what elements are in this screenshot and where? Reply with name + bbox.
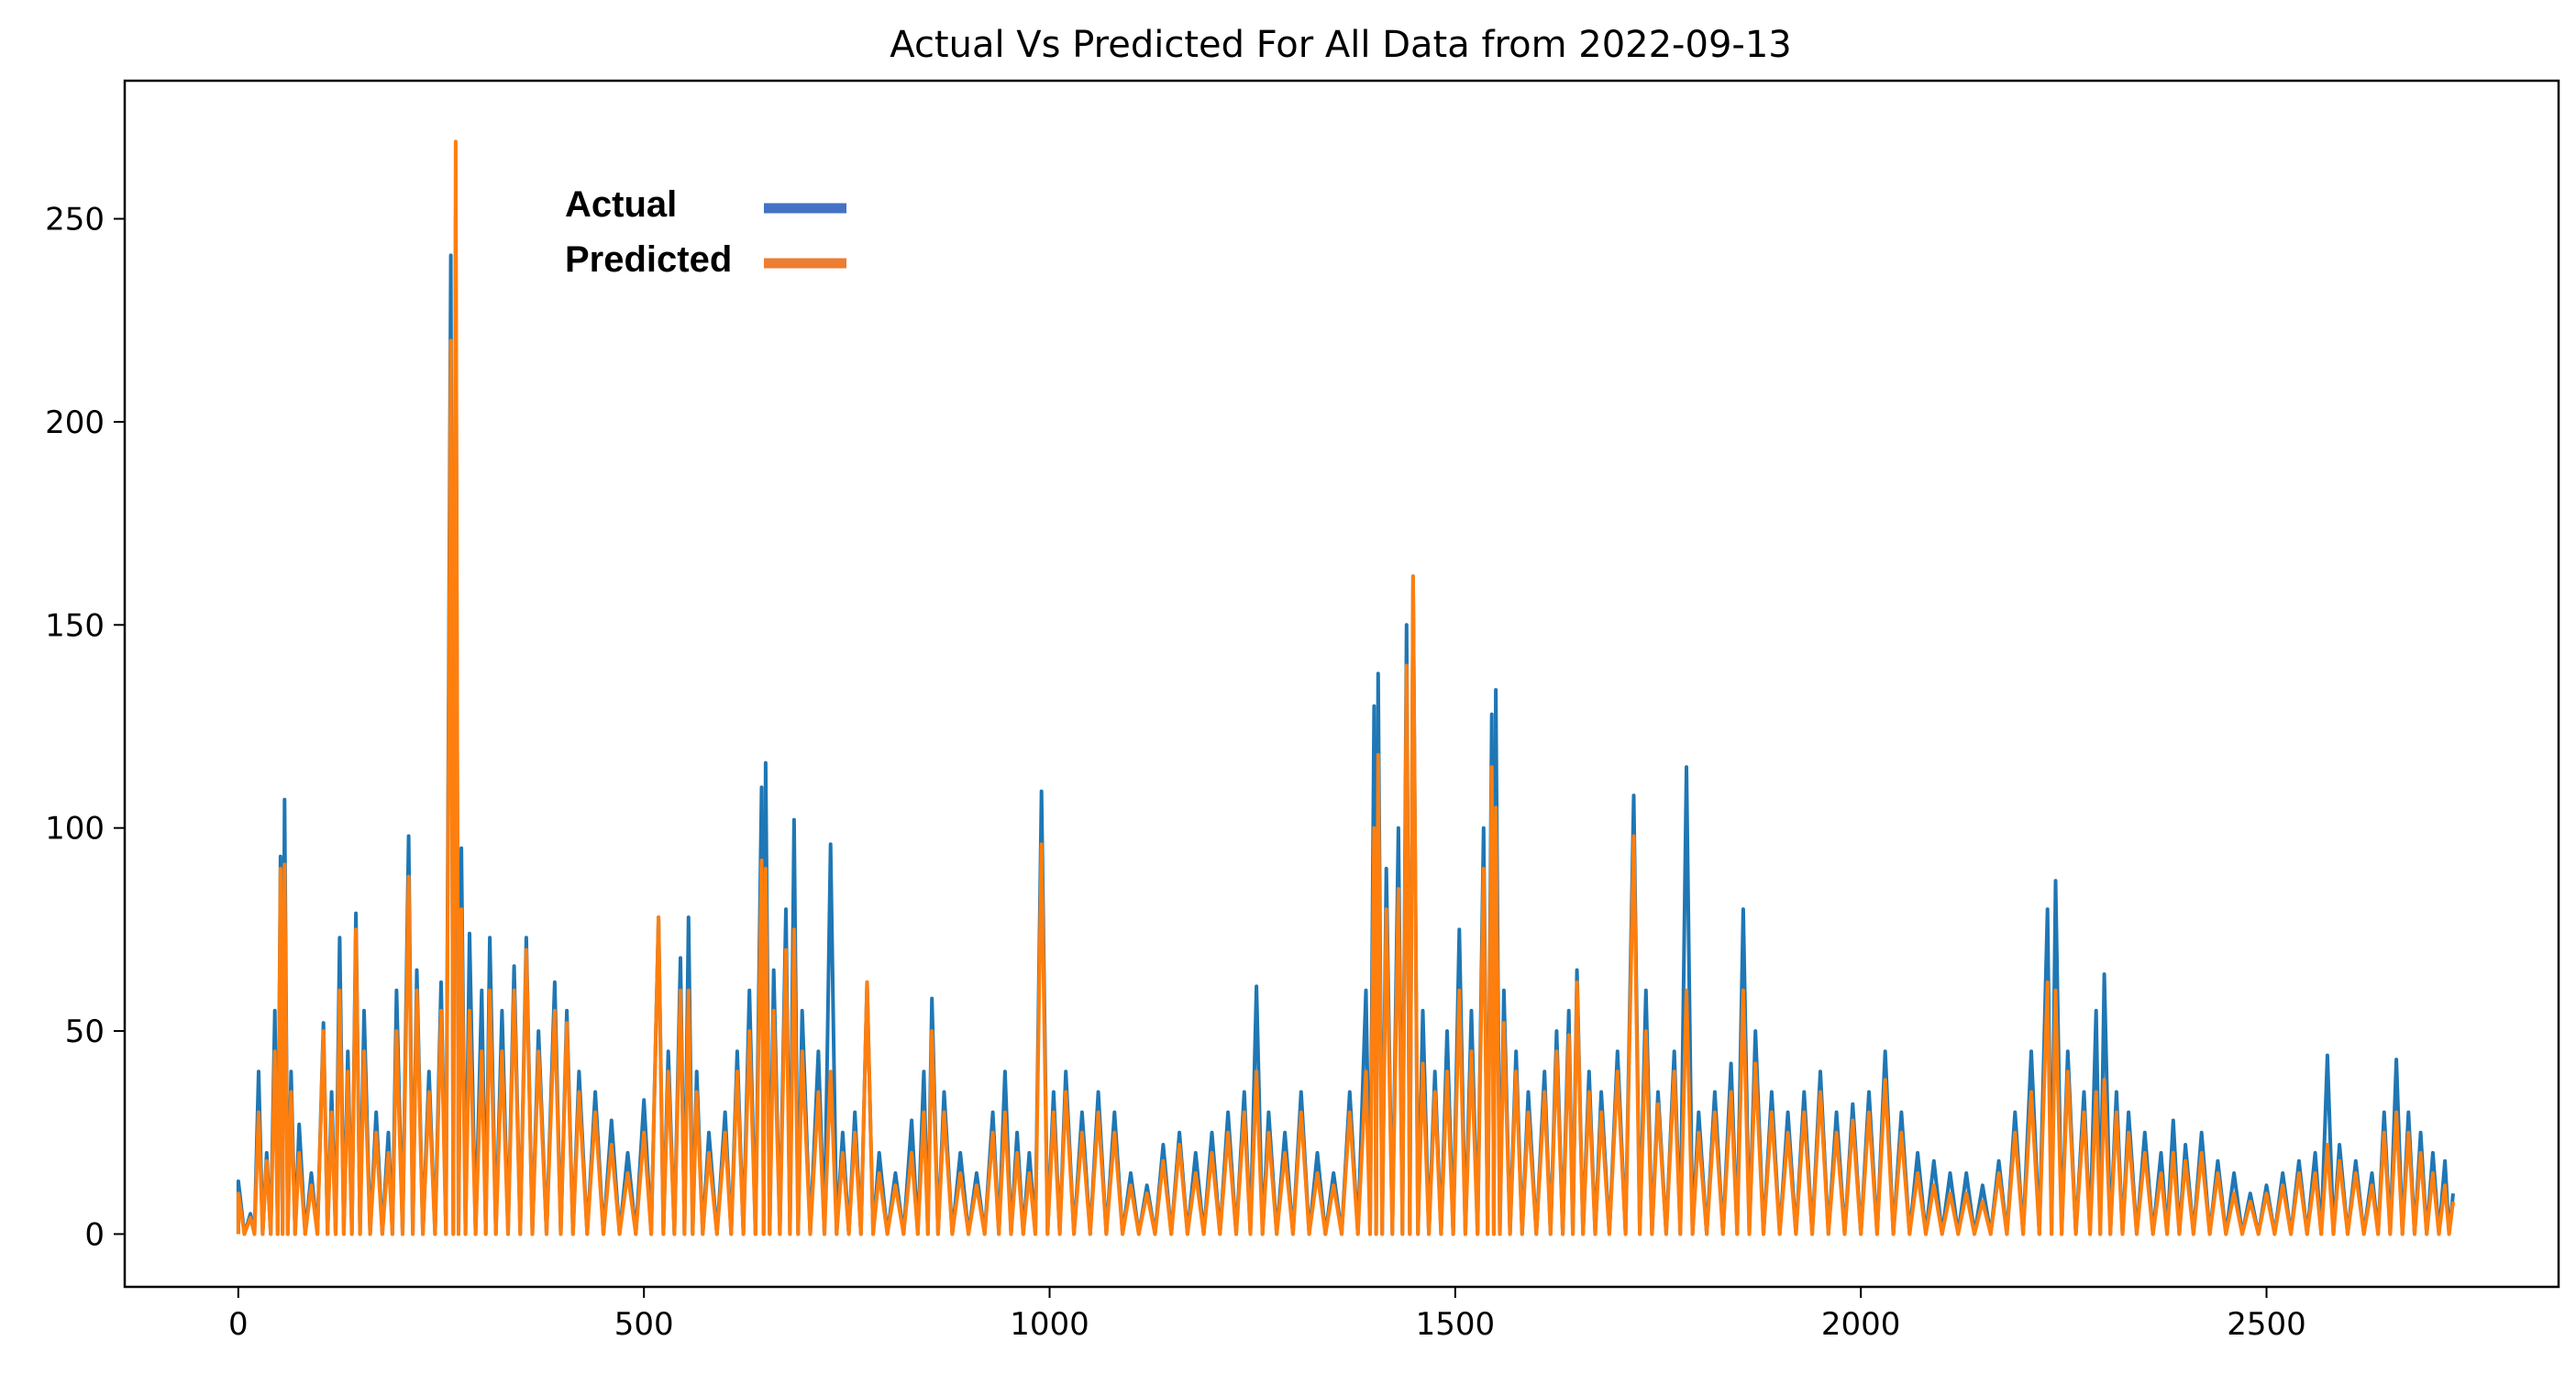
y-tick-label: 250 bbox=[45, 202, 105, 238]
x-tick-label: 2500 bbox=[2227, 1306, 2306, 1343]
y-tick-label: 50 bbox=[65, 1014, 105, 1050]
y-tick-label: 0 bbox=[84, 1216, 105, 1253]
x-tick-label: 500 bbox=[614, 1306, 674, 1343]
legend-label-predicted: Predicted bbox=[565, 239, 732, 280]
chart-title: Actual Vs Predicted For All Data from 20… bbox=[890, 24, 1791, 66]
x-axis: 0 500 1000 1500 2000 2500 bbox=[228, 1287, 2306, 1343]
x-tick-label: 0 bbox=[228, 1306, 249, 1343]
plot-area bbox=[236, 139, 2455, 1236]
series-line-predicted bbox=[236, 139, 2455, 1236]
plot-frame bbox=[123, 79, 2560, 1289]
x-tick-label: 2000 bbox=[1821, 1306, 1901, 1343]
y-tick-label: 150 bbox=[45, 607, 105, 644]
legend: Actual Predicted bbox=[565, 184, 846, 280]
x-tick-label: 1500 bbox=[1416, 1306, 1496, 1343]
y-tick-label: 100 bbox=[45, 811, 105, 848]
legend-label-actual: Actual bbox=[565, 184, 677, 225]
y-axis: 0 50 100 150 200 250 bbox=[45, 202, 125, 1253]
y-tick-label: 200 bbox=[45, 404, 105, 441]
x-tick-label: 1000 bbox=[1010, 1306, 1089, 1343]
